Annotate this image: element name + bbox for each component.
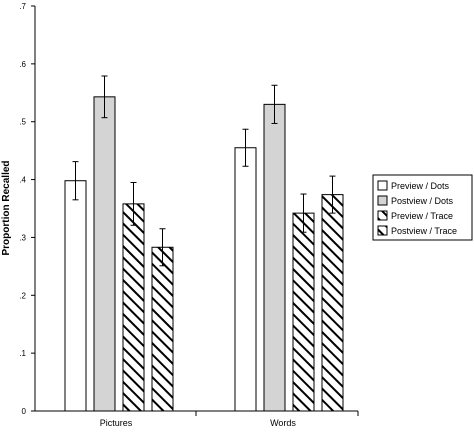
y-tick-label: .3 — [19, 233, 26, 242]
y-tick-label: .4 — [19, 176, 26, 185]
legend-label-postview-dots: Postview / Dots — [391, 196, 454, 206]
x-axis-labels: Pictures Words — [100, 418, 297, 428]
y-tick-label: .6 — [19, 60, 26, 69]
bar-words-preview-dots — [234, 147, 257, 412]
legend-box — [372, 174, 473, 241]
bar-words-postview-dots — [263, 103, 286, 412]
y-axis-ticks: 0 .1 .2 .3 .4 .5 .6 .7 — [19, 2, 35, 416]
y-tick-label: .2 — [19, 291, 26, 300]
bar-pictures-postview-dots — [93, 96, 116, 412]
bar-pictures-preview-trace — [122, 203, 145, 412]
legend-swatch-postview-dots — [377, 195, 388, 206]
y-tick-label: 0 — [22, 407, 27, 416]
y-tick-label: .5 — [19, 118, 26, 127]
legend: Preview / Dots Postview / Dots Preview /… — [372, 174, 473, 241]
category-label-words: Words — [270, 418, 296, 428]
legend-swatch-preview-dots — [377, 180, 388, 191]
legend-swatch-preview-trace — [377, 210, 388, 221]
error-bars — [72, 75, 336, 267]
bar-pictures-postview-trace — [151, 246, 174, 412]
y-tick-label: .1 — [19, 349, 26, 358]
bar-pictures-preview-dots — [64, 180, 87, 412]
y-axis-label: Proportion Recalled — [1, 160, 12, 255]
legend-label-postview-trace: Postview / Trace — [391, 226, 457, 236]
legend-label-preview-trace: Preview / Trace — [391, 211, 453, 221]
legend-label-preview-dots: Preview / Dots — [391, 181, 450, 191]
y-tick-label: .7 — [19, 2, 26, 11]
legend-swatch-postview-trace — [377, 225, 388, 236]
category-label-pictures: Pictures — [100, 418, 133, 428]
bar-words-preview-trace — [292, 212, 315, 412]
bars — [64, 96, 344, 412]
bar-words-postview-trace — [321, 194, 344, 412]
